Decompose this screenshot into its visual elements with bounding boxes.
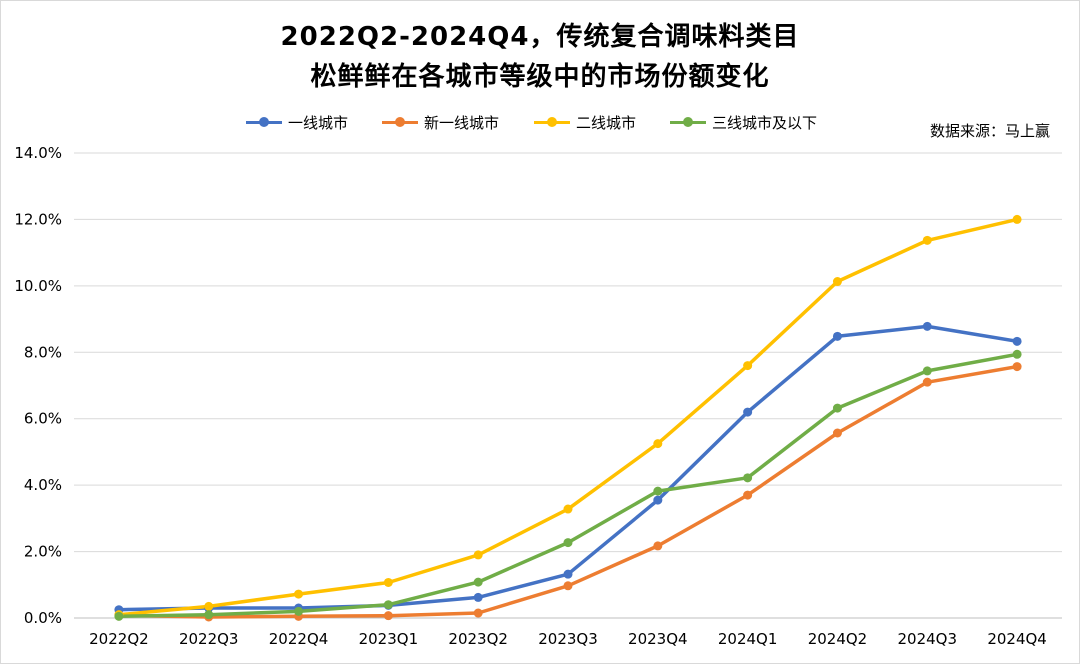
- series-2-point: [204, 601, 214, 611]
- series-2-point: [563, 504, 573, 514]
- chart-title-line-2: 松鲜鲜在各城市等级中的市场份额变化: [310, 62, 770, 92]
- series-line-2: [117, 217, 1019, 617]
- series-2-point: [653, 439, 663, 449]
- y-tick-label: 12.0%: [14, 210, 62, 228]
- legend-item-tier3-below: 三线城市及以下: [670, 110, 817, 134]
- series-1-point: [653, 541, 663, 551]
- series-3-point: [922, 366, 932, 376]
- series-0-point: [473, 592, 483, 602]
- x-tick-label: 2024Q1: [718, 630, 778, 648]
- legend-item-tier2: 二线城市: [534, 110, 636, 134]
- series-1-point: [473, 608, 483, 618]
- legend-item-new-tier1: 新一线城市: [382, 110, 499, 134]
- legend-label-tier1: 一线城市: [288, 113, 349, 132]
- legend-label-new-tier1: 新一线城市: [424, 113, 500, 132]
- legend-label-tier3-below: 三线城市及以下: [712, 113, 818, 132]
- series-points: [114, 214, 1022, 622]
- x-tick-label: 2024Q2: [808, 630, 868, 648]
- series-1-point: [743, 490, 753, 500]
- series-3-point: [473, 577, 483, 587]
- series-0-point: [832, 331, 842, 341]
- series-1-point: [922, 377, 932, 387]
- source-note: 数据来源：马上赢: [929, 122, 1050, 140]
- x-tick-label: 2024Q4: [987, 630, 1047, 648]
- x-tick-label: 2023Q3: [538, 630, 598, 648]
- y-tick-label: 2.0%: [24, 543, 62, 561]
- x-tick-label: 2023Q4: [628, 630, 688, 648]
- series-0-point: [743, 407, 753, 417]
- y-tick-label: 6.0%: [24, 410, 62, 428]
- legend-swatch-new-tier1: [382, 110, 418, 134]
- legend-label-tier2: 二线城市: [576, 113, 637, 132]
- legend-swatch-tier1: [246, 110, 282, 134]
- series-3-point: [294, 606, 304, 616]
- x-tick-label: 2024Q3: [898, 630, 958, 648]
- y-tick-label: 14.0%: [14, 144, 62, 162]
- series-2-point: [473, 550, 483, 560]
- series-0-point: [563, 569, 573, 579]
- y-tick-label: 10.0%: [14, 277, 62, 295]
- series-0-point: [1012, 336, 1022, 346]
- series-3-point: [204, 610, 214, 620]
- series-3-point: [563, 538, 573, 548]
- series-0-point: [922, 321, 932, 331]
- x-tick-label: 2023Q2: [448, 630, 508, 648]
- series-1-point: [832, 428, 842, 438]
- y-tick-label: 8.0%: [24, 343, 62, 361]
- y-tick-label: 0.0%: [24, 609, 62, 627]
- series-2-point: [383, 577, 393, 587]
- series-2-point: [743, 361, 753, 371]
- chart-title-line-1: 2022Q2-2024Q4，传统复合调味料类目: [280, 22, 800, 52]
- x-tick-label: 2022Q2: [89, 630, 149, 648]
- series-1-point: [383, 611, 393, 621]
- x-tick-label: 2023Q1: [359, 630, 419, 648]
- series-2-point: [832, 277, 842, 287]
- series-lines: [117, 217, 1019, 619]
- x-tick-label: 2022Q4: [269, 630, 329, 648]
- legend: 一线城市 新一线城市 二线城市 三线城市及以下: [0, 110, 1080, 134]
- series-2-point: [1012, 214, 1022, 224]
- series-0-point: [653, 495, 663, 505]
- y-tick-label: 4.0%: [24, 476, 62, 494]
- legend-swatch-tier3-below: [670, 110, 706, 134]
- series-3-point: [653, 486, 663, 496]
- series-3-point: [114, 611, 124, 621]
- series-3-point: [383, 600, 393, 610]
- series-line-1: [117, 364, 1019, 619]
- legend-item-tier1: 一线城市: [246, 110, 348, 134]
- legend-swatch-tier2: [534, 110, 570, 134]
- series-line-0: [117, 324, 1019, 612]
- series-3-point: [1012, 349, 1022, 359]
- x-tick-label: 2022Q3: [179, 630, 239, 648]
- y-axis-ticks: 0.0% 2.0% 4.0% 6.0% 8.0% 10.0% 12.0% 14.0%: [14, 144, 62, 627]
- series-3-point: [743, 473, 753, 483]
- gridlines: [74, 152, 1062, 619]
- series-1-point: [1012, 362, 1022, 372]
- series-1-point: [563, 581, 573, 591]
- series-3-point: [832, 403, 842, 413]
- series-2-point: [922, 235, 932, 245]
- series-2-point: [294, 589, 304, 599]
- x-axis-ticks: 2022Q2 2022Q3 2022Q4 2023Q1 2023Q2 2023Q3 2023…: [89, 630, 1047, 648]
